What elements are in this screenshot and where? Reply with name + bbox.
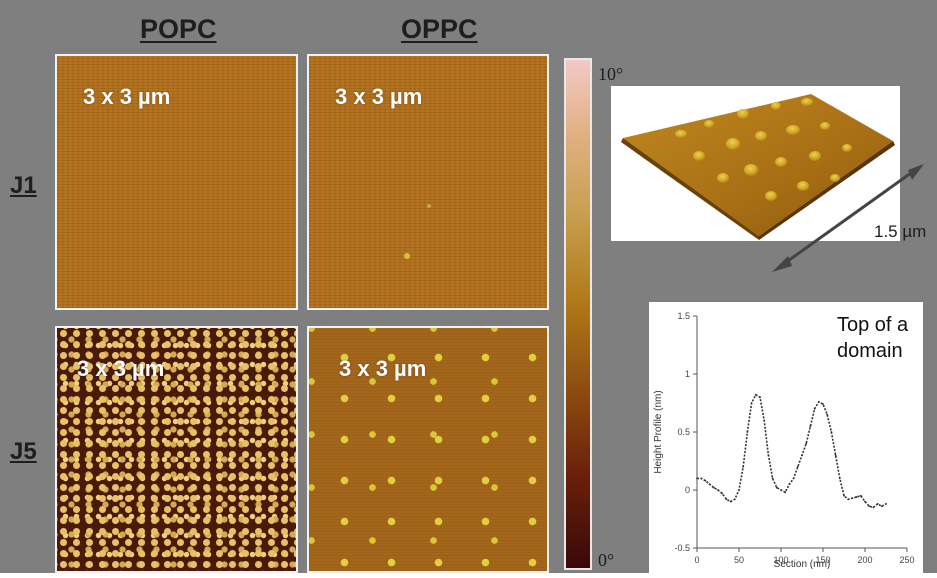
x-axis-label: Section (nm): [774, 559, 831, 570]
profile-line: [697, 393, 887, 509]
data-point: [712, 486, 715, 489]
data-point: [767, 454, 770, 457]
data-point: [721, 492, 724, 495]
data-point: [704, 479, 707, 482]
data-point: [784, 491, 787, 494]
surface-domains: [675, 98, 852, 201]
afm-image-j5-popc: 3 x 3 µm: [55, 326, 298, 573]
data-point: [813, 407, 816, 410]
data-point: [733, 498, 736, 501]
data-point: [725, 498, 728, 501]
column-title-popc: POPC: [140, 14, 217, 44]
data-point: [880, 505, 883, 508]
data-point: [859, 494, 862, 497]
data-point: [843, 494, 845, 497]
data-point: [801, 454, 803, 457]
column-title-oppc: OPPC: [401, 14, 478, 44]
data-point: [738, 489, 740, 491]
data-point: [771, 477, 774, 480]
data-point: [792, 477, 795, 480]
data-point: [750, 402, 753, 404]
data-point: [885, 503, 887, 505]
y-tick-label: -0.5: [674, 543, 690, 553]
height-profile-chart: 0 50 100 150 200 250 -0.5 0 0.5 1 1.5 Section (nm) H…: [653, 311, 915, 570]
data-point: [775, 486, 778, 489]
data-point: [809, 425, 812, 428]
y-axis-label: Height Profile (nm): [653, 390, 664, 473]
data-point: [754, 393, 757, 396]
data-point: [822, 403, 824, 406]
domain-annotation: Top of a domain: [837, 314, 909, 362]
x-tick-label: 0: [694, 555, 699, 565]
data-point: [708, 483, 711, 486]
data-point: [700, 477, 703, 480]
data-point: [696, 477, 698, 480]
data-point: [759, 396, 761, 399]
colorbar-bottom-label: 0°: [598, 550, 615, 570]
scale-label: 3 x 3 µm: [77, 356, 165, 381]
afm-3d-surface: [611, 86, 900, 241]
x-tick-label: 50: [734, 555, 744, 565]
scale-label: 3 x 3 µm: [339, 356, 427, 381]
colorbar-top-label: 10°: [598, 64, 624, 84]
data-point: [830, 431, 833, 433]
afm-image-j1-popc: 3 x 3 µm: [55, 54, 298, 310]
afm-image-j5-oppc: 3 x 3 µm: [307, 326, 549, 573]
data-point: [805, 442, 808, 445]
data-point: [868, 505, 871, 508]
y-tick-label: 0: [685, 485, 690, 495]
data-point: [847, 498, 850, 501]
data-point: [729, 500, 732, 503]
height-colorbar: [564, 58, 592, 570]
data-point: [864, 500, 866, 503]
x-tick-label: 150: [815, 555, 830, 565]
y-tick-label: 1: [685, 369, 690, 379]
x-tick-label: 250: [899, 555, 914, 565]
data-point: [763, 419, 766, 422]
data-point: [717, 489, 719, 491]
data-point: [780, 489, 782, 491]
data-point: [788, 483, 791, 486]
x-tick-label: 200: [857, 555, 872, 565]
data-point: [876, 503, 879, 505]
data-point: [796, 465, 799, 468]
afm-features: [404, 204, 431, 259]
data-point: [826, 413, 829, 416]
data-point: [746, 431, 749, 433]
data-point: [742, 465, 745, 468]
row-label-j5: J5: [10, 438, 37, 465]
data-point: [851, 497, 854, 500]
data-point: [855, 496, 858, 498]
afm-image-j1-oppc: 3 x 3 µm: [307, 54, 549, 310]
height-profile-panel: 0 50 100 150 200 250 -0.5 0 0.5 1 1.5 Section (nm) H…: [649, 302, 923, 573]
x-tick-label: 100: [773, 555, 788, 565]
data-point: [872, 506, 875, 509]
data-point: [838, 477, 841, 480]
row-label-j1: J1: [10, 172, 37, 199]
surface-3d-graphic: [621, 94, 895, 240]
scale-label: 3 x 3 µm: [83, 84, 171, 109]
y-tick-label: 1.5: [677, 311, 690, 321]
surface-plane: [623, 94, 893, 236]
data-point: [834, 454, 837, 457]
data-point: [817, 400, 820, 403]
y-tick-label: 0.5: [677, 427, 690, 437]
surface-dimension-label: 1.5 µm: [874, 222, 927, 241]
scale-label: 3 x 3 µm: [335, 84, 423, 109]
